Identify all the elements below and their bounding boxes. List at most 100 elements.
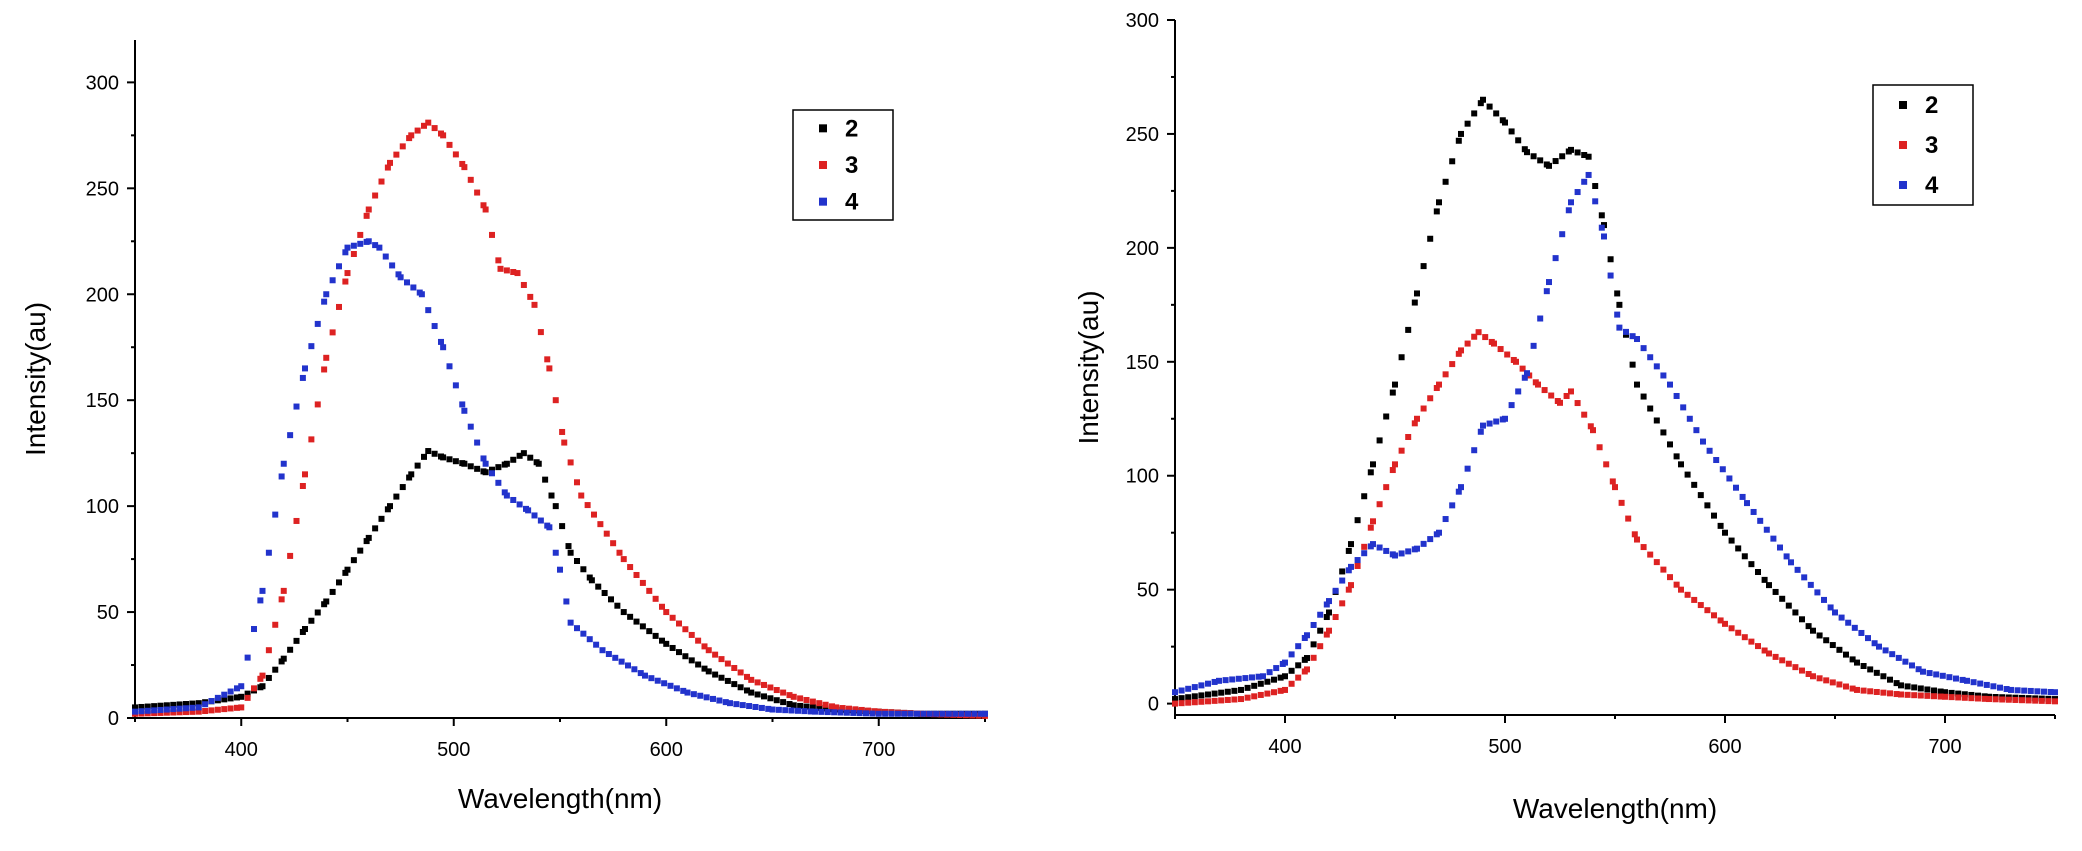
data-point — [336, 579, 342, 586]
data-point — [618, 658, 625, 665]
data-point — [933, 710, 940, 717]
data-point — [2019, 697, 2025, 704]
data-point — [482, 206, 489, 213]
data-point — [489, 470, 495, 477]
data-point — [724, 677, 731, 684]
data-point — [138, 708, 145, 715]
series-4 — [132, 238, 988, 717]
data-point — [1673, 392, 1680, 399]
data-point — [1634, 336, 1640, 343]
data-point — [482, 469, 489, 476]
data-point — [1482, 334, 1489, 341]
data-point — [1904, 691, 1911, 698]
x-tick-label: 600 — [1708, 736, 1741, 758]
data-point — [1383, 413, 1390, 420]
data-point — [829, 703, 835, 710]
data-point — [321, 366, 328, 373]
data-point — [761, 681, 767, 688]
data-point — [648, 675, 655, 682]
data-point — [1728, 625, 1735, 632]
data-point — [280, 587, 287, 594]
data-point — [676, 649, 682, 656]
data-point — [1546, 162, 1552, 169]
data-point — [731, 664, 738, 671]
data-point — [1766, 650, 1772, 657]
data-point — [765, 705, 772, 712]
data-point — [682, 653, 689, 660]
legend-label: 4 — [1925, 172, 1939, 199]
data-point — [1565, 207, 1572, 214]
data-point — [1955, 690, 1962, 697]
data-point — [467, 176, 474, 183]
data-point — [1449, 502, 1456, 509]
data-point — [1345, 547, 1352, 554]
data-point — [1647, 551, 1654, 558]
data-point — [1295, 643, 1302, 650]
data-point — [1697, 492, 1704, 499]
data-point — [1178, 695, 1185, 702]
data-point — [894, 710, 901, 717]
data-point — [610, 540, 617, 547]
data-point — [850, 709, 857, 716]
data-point — [537, 517, 544, 524]
data-point — [1640, 544, 1647, 551]
data-point — [1574, 189, 1581, 196]
data-point — [1609, 478, 1616, 485]
data-point — [372, 242, 379, 249]
data-point — [758, 704, 765, 711]
data-point — [474, 439, 481, 446]
data-point — [1264, 678, 1271, 685]
data-point — [1383, 484, 1390, 491]
data-point — [595, 583, 602, 590]
data-point — [189, 704, 196, 711]
data-point — [1205, 691, 1211, 698]
data-point — [837, 709, 844, 716]
data-point — [1543, 288, 1550, 295]
data-point — [1614, 290, 1621, 297]
data-point — [293, 403, 300, 410]
legend-label: 3 — [845, 152, 858, 179]
data-point — [1997, 684, 2003, 691]
data-point — [958, 710, 965, 717]
data-point — [1680, 404, 1687, 411]
data-point — [321, 298, 328, 305]
data-point — [1917, 685, 1924, 692]
data-point — [559, 428, 566, 435]
data-point — [1805, 623, 1812, 630]
data-point — [1255, 673, 1262, 680]
data-point — [183, 705, 189, 712]
data-point — [1748, 561, 1755, 568]
data-point — [363, 538, 370, 545]
data-point — [497, 265, 504, 272]
data-point — [2052, 689, 2058, 696]
data-point — [1990, 683, 1997, 690]
data-point — [1653, 363, 1660, 370]
data-point — [1559, 153, 1566, 160]
data-point — [1867, 688, 1874, 695]
data-point — [1711, 512, 1717, 519]
data-point — [1332, 614, 1339, 621]
data-point — [1924, 686, 1931, 693]
data-point — [467, 423, 474, 430]
data-point — [1955, 694, 1962, 701]
data-point — [1755, 643, 1761, 650]
data-point — [557, 566, 563, 573]
data-point — [1667, 441, 1673, 448]
data-point — [461, 460, 468, 467]
data-point — [1559, 231, 1566, 238]
data-point — [616, 549, 623, 556]
data-point — [1618, 499, 1625, 506]
data-point — [516, 452, 523, 459]
data-point — [1332, 587, 1339, 594]
data-point — [952, 710, 959, 717]
data-point — [1557, 399, 1563, 406]
data-point — [1224, 688, 1231, 695]
data-point — [489, 466, 495, 473]
data-point — [170, 706, 177, 713]
left-chart: 0 50 100 150 200 250 300 400 500 600 700 Wavelength… — [20, 40, 988, 814]
data-point — [1691, 596, 1698, 603]
data-point — [1757, 517, 1764, 524]
data-point — [1911, 692, 1918, 699]
data-point — [1581, 178, 1588, 185]
